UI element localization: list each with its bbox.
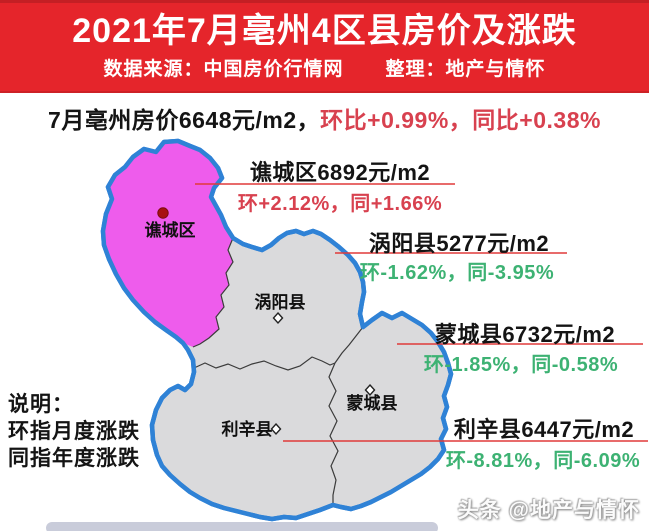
map-label-guoyang: 涡阳县 xyxy=(255,293,306,312)
map-outer-boundary-overlay xyxy=(100,138,454,522)
border-guoyang-lixin xyxy=(193,356,336,371)
legend-line-3: 同指年度涨跌 xyxy=(8,447,140,470)
county-marker-mengcheng xyxy=(364,383,376,397)
annotation-change-guoyang: 环-1.62%，同-3.95% xyxy=(359,262,555,284)
annotation-price-mengcheng: 蒙城县6732元/m2 xyxy=(434,322,616,347)
map-label-qiaocheng: 谯城区 xyxy=(145,220,196,240)
border-qiaocheng-east xyxy=(192,237,234,348)
region-qiaocheng xyxy=(103,141,233,347)
header: 2021年7月亳州4区县房价及涨跌 数据来源：中国房价行情网 整理：地产与情怀 xyxy=(0,0,649,93)
page-title: 2021年7月亳州4区县房价及涨跌 xyxy=(72,12,577,50)
annotation-price-lixin: 利辛县6447元/m2 xyxy=(453,417,635,442)
watermark: 头条 @地产与情怀 xyxy=(457,499,640,522)
data-source-label: 数据来源：中国房价行情网 xyxy=(103,59,344,80)
annotation-change-lixin: 环-8.81%，同-6.09% xyxy=(445,450,641,472)
legend-note: 说明： 环指月度涨跌 同指年度涨跌 xyxy=(8,391,140,472)
city-price-text: 7月亳州房价6648元/m2， xyxy=(48,107,321,133)
city-capital-dot xyxy=(157,207,169,219)
county-marker-guoyang xyxy=(272,311,284,325)
border-mengcheng-lixin xyxy=(328,362,339,505)
map-label-lixin: 利辛县 xyxy=(222,419,273,439)
annotation-price-guoyang: 涡阳县5277元/m2 xyxy=(368,231,550,256)
city-summary: 7月亳州房价6648元/m2，环比+0.99%，同比+0.38% xyxy=(0,101,649,135)
legend-line-2: 环指月度涨跌 xyxy=(8,420,140,443)
annotation-change-qiaocheng: 环+2.12%，同+1.66% xyxy=(237,193,443,215)
annotation-change-mengcheng: 环-1.85%，同-0.58% xyxy=(423,354,619,376)
annotation-price-qiaocheng: 谯城区6892元/m2 xyxy=(249,160,431,185)
map-label-mengcheng: 蒙城县 xyxy=(347,393,398,413)
header-subtitle: 数据来源：中国房价行情网 整理：地产与情怀 xyxy=(0,54,649,81)
county-marker-lixin xyxy=(270,422,282,436)
legend-line-1: 说明： xyxy=(8,393,74,416)
border-guoyang-mengcheng xyxy=(334,326,364,364)
city-change-text: 环比+0.99%，同比+0.38% xyxy=(320,107,601,133)
bottom-progress-bar xyxy=(46,522,438,531)
editor-label: 整理：地产与情怀 xyxy=(385,59,546,80)
